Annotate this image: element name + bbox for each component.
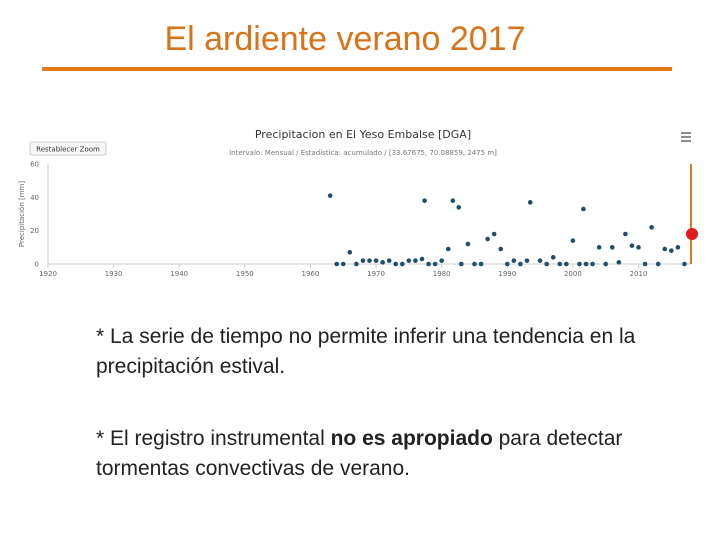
data-point bbox=[616, 260, 622, 265]
data-point bbox=[550, 255, 556, 260]
data-point bbox=[609, 245, 615, 250]
y-tick-label: 60 bbox=[30, 161, 39, 169]
data-point bbox=[583, 261, 589, 267]
data-point bbox=[432, 261, 438, 267]
data-points bbox=[327, 193, 687, 267]
data-point bbox=[485, 236, 490, 242]
x-tick-label: 2010 bbox=[630, 270, 648, 278]
data-point bbox=[386, 258, 392, 263]
data-point bbox=[527, 200, 533, 205]
y-tick-label: 0 bbox=[35, 261, 39, 269]
data-point bbox=[422, 198, 427, 203]
reset-zoom-button[interactable]: Restablecer Zoom bbox=[29, 141, 107, 156]
data-point bbox=[649, 225, 654, 230]
bullet-2-emphasis: no es apropiado bbox=[330, 427, 493, 450]
chart-container: Restablecer Zoom Precipitacion en El Yes… bbox=[18, 118, 702, 288]
data-point bbox=[581, 206, 586, 212]
data-point bbox=[570, 238, 576, 243]
data-point bbox=[347, 250, 353, 255]
data-point bbox=[400, 261, 405, 267]
chart-title: Precipitacion en El Yeso Embalse [DGA] bbox=[255, 128, 471, 141]
data-point bbox=[511, 258, 517, 263]
hamburger-menu-icon[interactable] bbox=[680, 131, 692, 143]
data-point bbox=[354, 261, 359, 267]
highlight-marker bbox=[686, 228, 698, 240]
data-point bbox=[413, 258, 418, 263]
slide-title: El ardiente verano 2017 bbox=[164, 20, 526, 58]
bullet-2-text-start: * El registro instrumental bbox=[96, 427, 331, 450]
data-point bbox=[373, 258, 379, 263]
data-point bbox=[682, 261, 687, 267]
precipitation-chart: Restablecer Zoom Precipitacion en El Yes… bbox=[18, 118, 702, 288]
bullet-2-text-end: para detectar tormentas convectivas de v… bbox=[96, 427, 623, 480]
data-point bbox=[596, 245, 602, 250]
data-point bbox=[426, 261, 431, 267]
data-point bbox=[445, 246, 451, 252]
data-point bbox=[524, 258, 530, 263]
data-point bbox=[669, 248, 674, 253]
data-point bbox=[459, 261, 464, 267]
data-point bbox=[419, 256, 425, 262]
y-tick-label: 40 bbox=[30, 194, 39, 202]
data-point bbox=[636, 245, 641, 250]
data-point bbox=[537, 258, 543, 263]
x-tick-label: 1970 bbox=[367, 270, 385, 278]
data-point bbox=[603, 261, 609, 267]
x-axis-ticks: 1920 1930 1940 1950 1960 1970 1980 1990 2000 2010 bbox=[39, 264, 647, 278]
data-point bbox=[504, 261, 510, 267]
data-point bbox=[334, 261, 339, 267]
title-underline bbox=[42, 67, 672, 71]
data-point bbox=[478, 261, 484, 267]
x-tick-label: 1940 bbox=[170, 270, 188, 278]
y-axis-ticks: 0 20 40 60 bbox=[30, 161, 39, 269]
data-point bbox=[655, 261, 661, 267]
reset-zoom-label: Restablecer Zoom bbox=[36, 146, 100, 154]
chart-background bbox=[18, 118, 702, 288]
data-point bbox=[623, 231, 628, 237]
data-point bbox=[491, 231, 497, 237]
data-point bbox=[456, 205, 462, 210]
data-point bbox=[367, 258, 372, 263]
data-point bbox=[590, 261, 595, 267]
data-point bbox=[406, 258, 412, 263]
x-tick-label: 1930 bbox=[105, 270, 123, 278]
data-point bbox=[662, 246, 668, 252]
data-point bbox=[360, 258, 366, 263]
x-tick-label: 2000 bbox=[564, 270, 582, 278]
x-tick-label: 1990 bbox=[498, 270, 516, 278]
bullet-point-1: * La serie de tiempo no permite inferir … bbox=[96, 325, 636, 378]
x-tick-label: 1960 bbox=[302, 270, 320, 278]
data-point bbox=[340, 261, 346, 267]
y-axis-title: Precipitación [mm] bbox=[18, 181, 26, 247]
data-point bbox=[380, 260, 385, 265]
data-point bbox=[450, 198, 456, 203]
data-point bbox=[577, 261, 582, 267]
chart-subtitle: Intervalo: Mensual / Estadística: acumul… bbox=[229, 149, 497, 157]
data-point bbox=[544, 261, 549, 267]
bullet-point-2: * El registro instrumental no es apropia… bbox=[96, 424, 676, 484]
data-point bbox=[465, 241, 471, 247]
data-point bbox=[327, 193, 333, 198]
data-point bbox=[564, 261, 569, 267]
data-point bbox=[675, 245, 681, 250]
data-point bbox=[629, 243, 635, 248]
data-point bbox=[518, 261, 523, 267]
data-point bbox=[393, 261, 399, 267]
x-tick-label: 1920 bbox=[39, 270, 57, 278]
data-point bbox=[472, 261, 477, 267]
x-tick-label: 1980 bbox=[433, 270, 451, 278]
y-tick-label: 20 bbox=[30, 227, 39, 235]
data-point bbox=[439, 258, 444, 263]
data-point bbox=[498, 246, 504, 252]
x-tick-label: 1950 bbox=[236, 270, 254, 278]
data-point bbox=[642, 261, 648, 267]
data-point bbox=[557, 261, 563, 267]
